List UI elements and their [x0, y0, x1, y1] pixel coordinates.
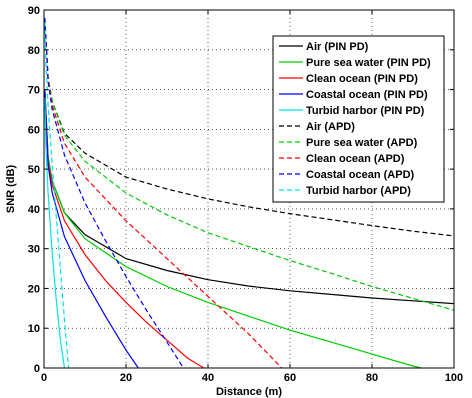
x-tick-label: 20 [120, 372, 132, 384]
y-tick-label: 10 [28, 323, 40, 335]
legend-label: Air (PIN PD) [306, 41, 369, 53]
series-line-3 [44, 89, 205, 369]
series-line-10 [44, 21, 70, 369]
y-tick-label: 50 [28, 164, 40, 176]
y-tick-label: 80 [28, 45, 40, 57]
series-line-9 [44, 17, 184, 369]
x-axis-label: Distance (m) [216, 386, 282, 398]
y-axis-label: SNR (dB) [5, 165, 17, 214]
x-tick-label: 60 [284, 372, 296, 384]
legend-label: Coastal ocean (APD) [306, 169, 415, 181]
legend-label: Clean ocean (PIN PD) [306, 73, 418, 85]
legend-label: Coastal ocean (PIN PD) [306, 89, 428, 101]
legend: Air (PIN PD) Pure sea water (PIN PD) Clean… [272, 35, 445, 203]
series-line-4 [44, 89, 139, 369]
series-line-7 [44, 17, 455, 311]
legend-label: Clean ocean (APD) [306, 153, 405, 165]
ticks: 0 20 40 60 80 100 0 10 20 30 40 50 60 70 80 90 [28, 5, 463, 384]
legend-label: Pure sea water (APD) [306, 137, 418, 149]
legend-label: Turbid harbor (PIN PD) [306, 105, 425, 117]
plot-frame [43, 9, 455, 369]
series-layer [44, 17, 455, 369]
legend-label: Turbid harbor (APD) [306, 185, 411, 197]
y-tick-label: 20 [28, 283, 40, 295]
y-tick-label: 40 [28, 204, 40, 216]
y-tick-label: 70 [28, 85, 40, 97]
legend-label: Pure sea water (PIN PD) [306, 57, 431, 69]
y-tick-label: 90 [28, 5, 40, 17]
x-tick-label: 80 [366, 372, 378, 384]
legend-box [272, 35, 445, 203]
x-tick-label: 100 [445, 372, 463, 384]
x-tick-label: 0 [41, 372, 47, 384]
y-tick-label: 60 [28, 124, 40, 136]
x-tick-label: 40 [202, 372, 214, 384]
series-line-5 [44, 97, 66, 369]
legend-label: Air (APD) [306, 121, 355, 133]
y-tick-label: 0 [34, 363, 40, 375]
y-tick-label: 30 [28, 244, 40, 256]
